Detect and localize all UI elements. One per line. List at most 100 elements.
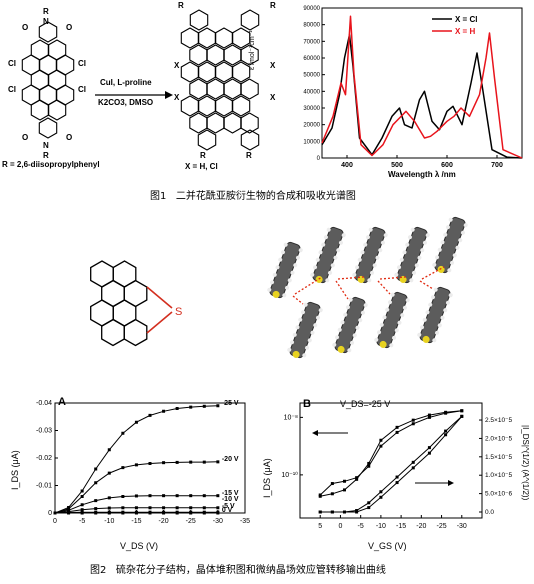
sulfur-atom [379,340,387,348]
y-tick-label: -0.01 [36,483,52,490]
curve-label: -20 V [221,455,239,463]
hydrogen-atom [335,335,340,340]
atom-label: O [22,133,28,142]
transfer-point [411,466,415,470]
panel-b-ylabel-left: I_DS (μA) [262,458,272,498]
hydrogen-atom [368,227,373,232]
transfer-point [427,413,431,417]
output-point [94,499,98,503]
hydrogen-atom [358,318,363,323]
y-tick-label: 40000 [303,89,320,95]
y-tick-label: 70000 [303,39,320,45]
transfer-point [395,425,399,429]
aromatic-ring [123,279,148,308]
r-definition: R = 2,6-diisopropylphenyl [2,160,100,169]
output-point [216,506,220,510]
hydrogen-atom [360,310,365,315]
hydrogen-atom [402,305,407,310]
transfer-point [318,494,322,498]
output-point [202,511,206,515]
output-point [94,467,98,471]
output-point [148,506,152,510]
spectrum-series-x-h [321,15,523,159]
output-point [134,463,138,467]
sulfur-atom [437,265,445,273]
output-point [162,461,166,465]
transfer-point [427,415,431,419]
output-point [202,404,206,408]
y-tick-label: 30000 [303,106,320,112]
output-point [175,506,179,510]
panel-b-frame [299,402,483,519]
imide-ring [38,21,58,43]
x-tick-label: -10 [376,523,386,530]
panel-b-ylabel-right: |I_DS|^(1/2) (A^(1/2)) [521,425,530,501]
atom-label: N [43,141,49,150]
atom-label: N [43,17,49,26]
stacked-molecule [332,296,368,354]
x-tick-label: 600 [441,162,453,169]
hydrogen-atom [336,248,341,253]
hydrogen-atom [267,287,272,292]
transfer-curve [320,416,463,513]
output-point [148,413,152,417]
sulfur-contact [419,280,434,290]
stacked-molecule [287,301,323,359]
hydrogen-atom [307,338,312,343]
hydrogen-atom [372,263,377,268]
hydrogen-atom [422,240,427,245]
imide-ring [240,129,260,151]
transfer-point [427,451,431,455]
hydrogen-atom [455,245,460,250]
atom-label: O [22,23,28,32]
output-point [134,494,138,498]
hydrogen-atom [343,312,348,317]
hydrogen-atom [417,332,422,337]
hydrogen-atom [292,332,297,337]
y-right-tick-label: 5.0×10⁻6 [485,491,512,498]
stacked-molecule [417,286,453,344]
atom-label: R [43,7,49,16]
spectrum-plot-frame [321,7,523,159]
absorption-spectrum-chart: 400 500 600 700 0 10000 20000 30000 40000 50000 60… [303,6,523,169]
hydrogen-atom [383,233,388,238]
hydrogen-atom [422,317,427,322]
c-s-bond [146,311,173,334]
atom-label: R [200,151,206,160]
panel-a-ylabel: I_DS (μA) [10,450,20,490]
hydrogen-atom [310,330,315,335]
hydrogen-atom [348,297,353,302]
output-point [80,489,84,493]
output-point [134,420,138,424]
reagent-bottom: K2CO3, DMSO [98,98,154,107]
sulfur-atom [292,350,300,358]
hydrogen-atom [394,272,399,277]
hydrogen-atom [445,225,450,230]
hydrogen-atom [318,308,323,313]
hydrogen-atom [432,262,437,267]
curve-label: -25 V [221,399,239,407]
aromatic-ring [101,318,125,347]
output-point [53,511,57,515]
product-ring [180,61,200,83]
hydrogen-atom [394,328,399,333]
x-tick-label: 0 [53,518,57,525]
transfer-point [379,438,383,442]
left-axis-arrow-head [312,430,318,436]
y-tick-label: 80000 [303,23,320,29]
output-point [134,511,138,515]
y-tick-label: 10000 [303,139,320,145]
imide-ring [197,129,217,151]
product-ring [189,78,208,100]
hydrogen-atom [409,278,414,283]
output-point [94,481,98,485]
figure2-caption-text: 硫杂花分子结构，晶体堆积图和微纳晶场效应管转移输出曲线 [115,565,386,576]
hydrogen-atom [345,305,350,310]
output-point [189,506,193,510]
hydrogen-atom [443,232,448,237]
hydrogen-atom [397,265,402,270]
output-point [94,511,98,515]
hydrogen-atom [282,293,287,298]
hydrogen-atom [352,333,357,338]
output-point [107,448,111,452]
